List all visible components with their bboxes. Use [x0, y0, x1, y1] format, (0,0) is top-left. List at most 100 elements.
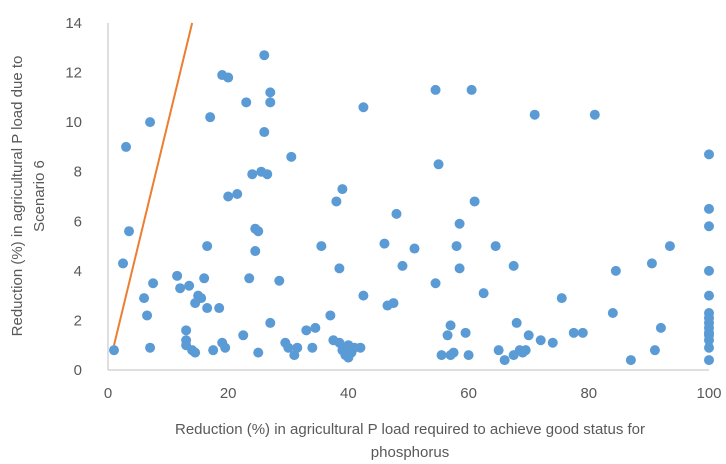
data-point — [460, 327, 471, 338]
data-point — [334, 263, 345, 274]
data-point — [331, 196, 342, 207]
data-point — [655, 322, 666, 333]
data-point — [436, 350, 447, 361]
data-point — [265, 317, 276, 328]
data-point — [253, 226, 264, 237]
data-point — [274, 275, 285, 286]
data-point — [469, 196, 480, 207]
data-point — [466, 84, 477, 95]
data-point — [190, 347, 201, 358]
y-tick-label: 14 — [65, 15, 82, 32]
x-tick-labels: 0 20 40 60 80 100 — [104, 385, 722, 402]
data-point — [445, 320, 456, 331]
data-point — [448, 347, 459, 358]
data-point — [607, 307, 618, 318]
data-point — [529, 109, 540, 120]
data-point — [292, 342, 303, 353]
data-point — [265, 87, 276, 98]
data-point — [241, 97, 252, 108]
data-point — [523, 330, 534, 341]
data-point — [547, 337, 558, 348]
data-point — [316, 241, 327, 252]
data-point — [121, 141, 132, 152]
data-point — [196, 293, 207, 304]
data-point — [259, 50, 270, 61]
y-tick-label: 10 — [65, 114, 82, 131]
x-tick-label: 20 — [220, 385, 237, 402]
data-point — [430, 278, 441, 289]
data-point — [664, 241, 675, 252]
data-point — [358, 102, 369, 113]
data-point — [307, 342, 318, 353]
data-point — [259, 127, 270, 138]
data-point — [478, 288, 489, 299]
x-axis-title-line-1: Reduction (%) in agricultural P load req… — [175, 421, 645, 438]
data-point — [499, 355, 510, 366]
data-point — [202, 241, 213, 252]
data-point — [577, 327, 588, 338]
data-point — [283, 342, 294, 353]
data-point — [181, 325, 192, 336]
data-point — [704, 221, 714, 232]
data-point — [355, 342, 366, 353]
data-point — [109, 345, 120, 356]
y-tick-label: 8 — [74, 164, 82, 181]
y-tick-labels: 0 2 4 6 8 10 12 14 — [65, 15, 82, 379]
data-point — [704, 149, 714, 160]
data-point — [214, 303, 225, 314]
data-point — [142, 310, 153, 321]
data-point — [199, 273, 210, 284]
data-point — [646, 258, 657, 269]
data-point — [430, 84, 441, 95]
data-points — [109, 50, 714, 366]
data-point — [556, 293, 567, 304]
data-point — [172, 270, 183, 281]
data-point — [223, 191, 234, 202]
y-tick-label: 2 — [74, 312, 82, 329]
data-point — [433, 159, 444, 170]
data-point — [379, 238, 390, 249]
x-tick-label: 100 — [696, 385, 721, 402]
x-tick-label: 80 — [580, 385, 597, 402]
data-point — [520, 345, 531, 356]
data-point — [454, 263, 465, 274]
data-point — [397, 260, 408, 271]
data-point — [205, 112, 216, 123]
data-point — [704, 355, 714, 366]
data-point — [610, 265, 621, 276]
data-point — [145, 117, 156, 128]
data-point — [493, 345, 504, 356]
data-point — [568, 327, 579, 338]
data-point — [463, 350, 474, 361]
y-tick-label: 12 — [65, 65, 82, 82]
data-point — [391, 208, 402, 219]
data-point — [202, 303, 213, 314]
data-point — [704, 335, 714, 346]
data-point — [118, 258, 129, 269]
data-point — [238, 330, 249, 341]
x-tick-label: 40 — [340, 385, 357, 402]
axes — [107, 23, 709, 371]
reference-line — [113, 22, 194, 346]
data-point — [649, 345, 660, 356]
x-axis-title-line-2: phosphorus — [371, 444, 449, 461]
data-point — [247, 169, 258, 180]
data-point — [337, 184, 348, 195]
data-point — [253, 347, 264, 358]
data-point — [409, 243, 420, 254]
data-point — [223, 72, 234, 83]
data-point — [250, 246, 261, 257]
reference-line-group — [113, 22, 194, 346]
data-point — [208, 345, 219, 356]
data-point — [220, 342, 231, 353]
data-point — [244, 273, 255, 284]
data-point — [625, 355, 636, 366]
y-axis-title-line-1: Reduction (%) in agricultural P load due… — [9, 56, 26, 337]
data-point — [442, 330, 453, 341]
data-point — [704, 342, 714, 353]
data-point — [511, 317, 522, 328]
data-point — [704, 265, 714, 276]
y-axis-title-line-2: Scenario 6 — [31, 160, 48, 232]
data-point — [148, 278, 159, 289]
